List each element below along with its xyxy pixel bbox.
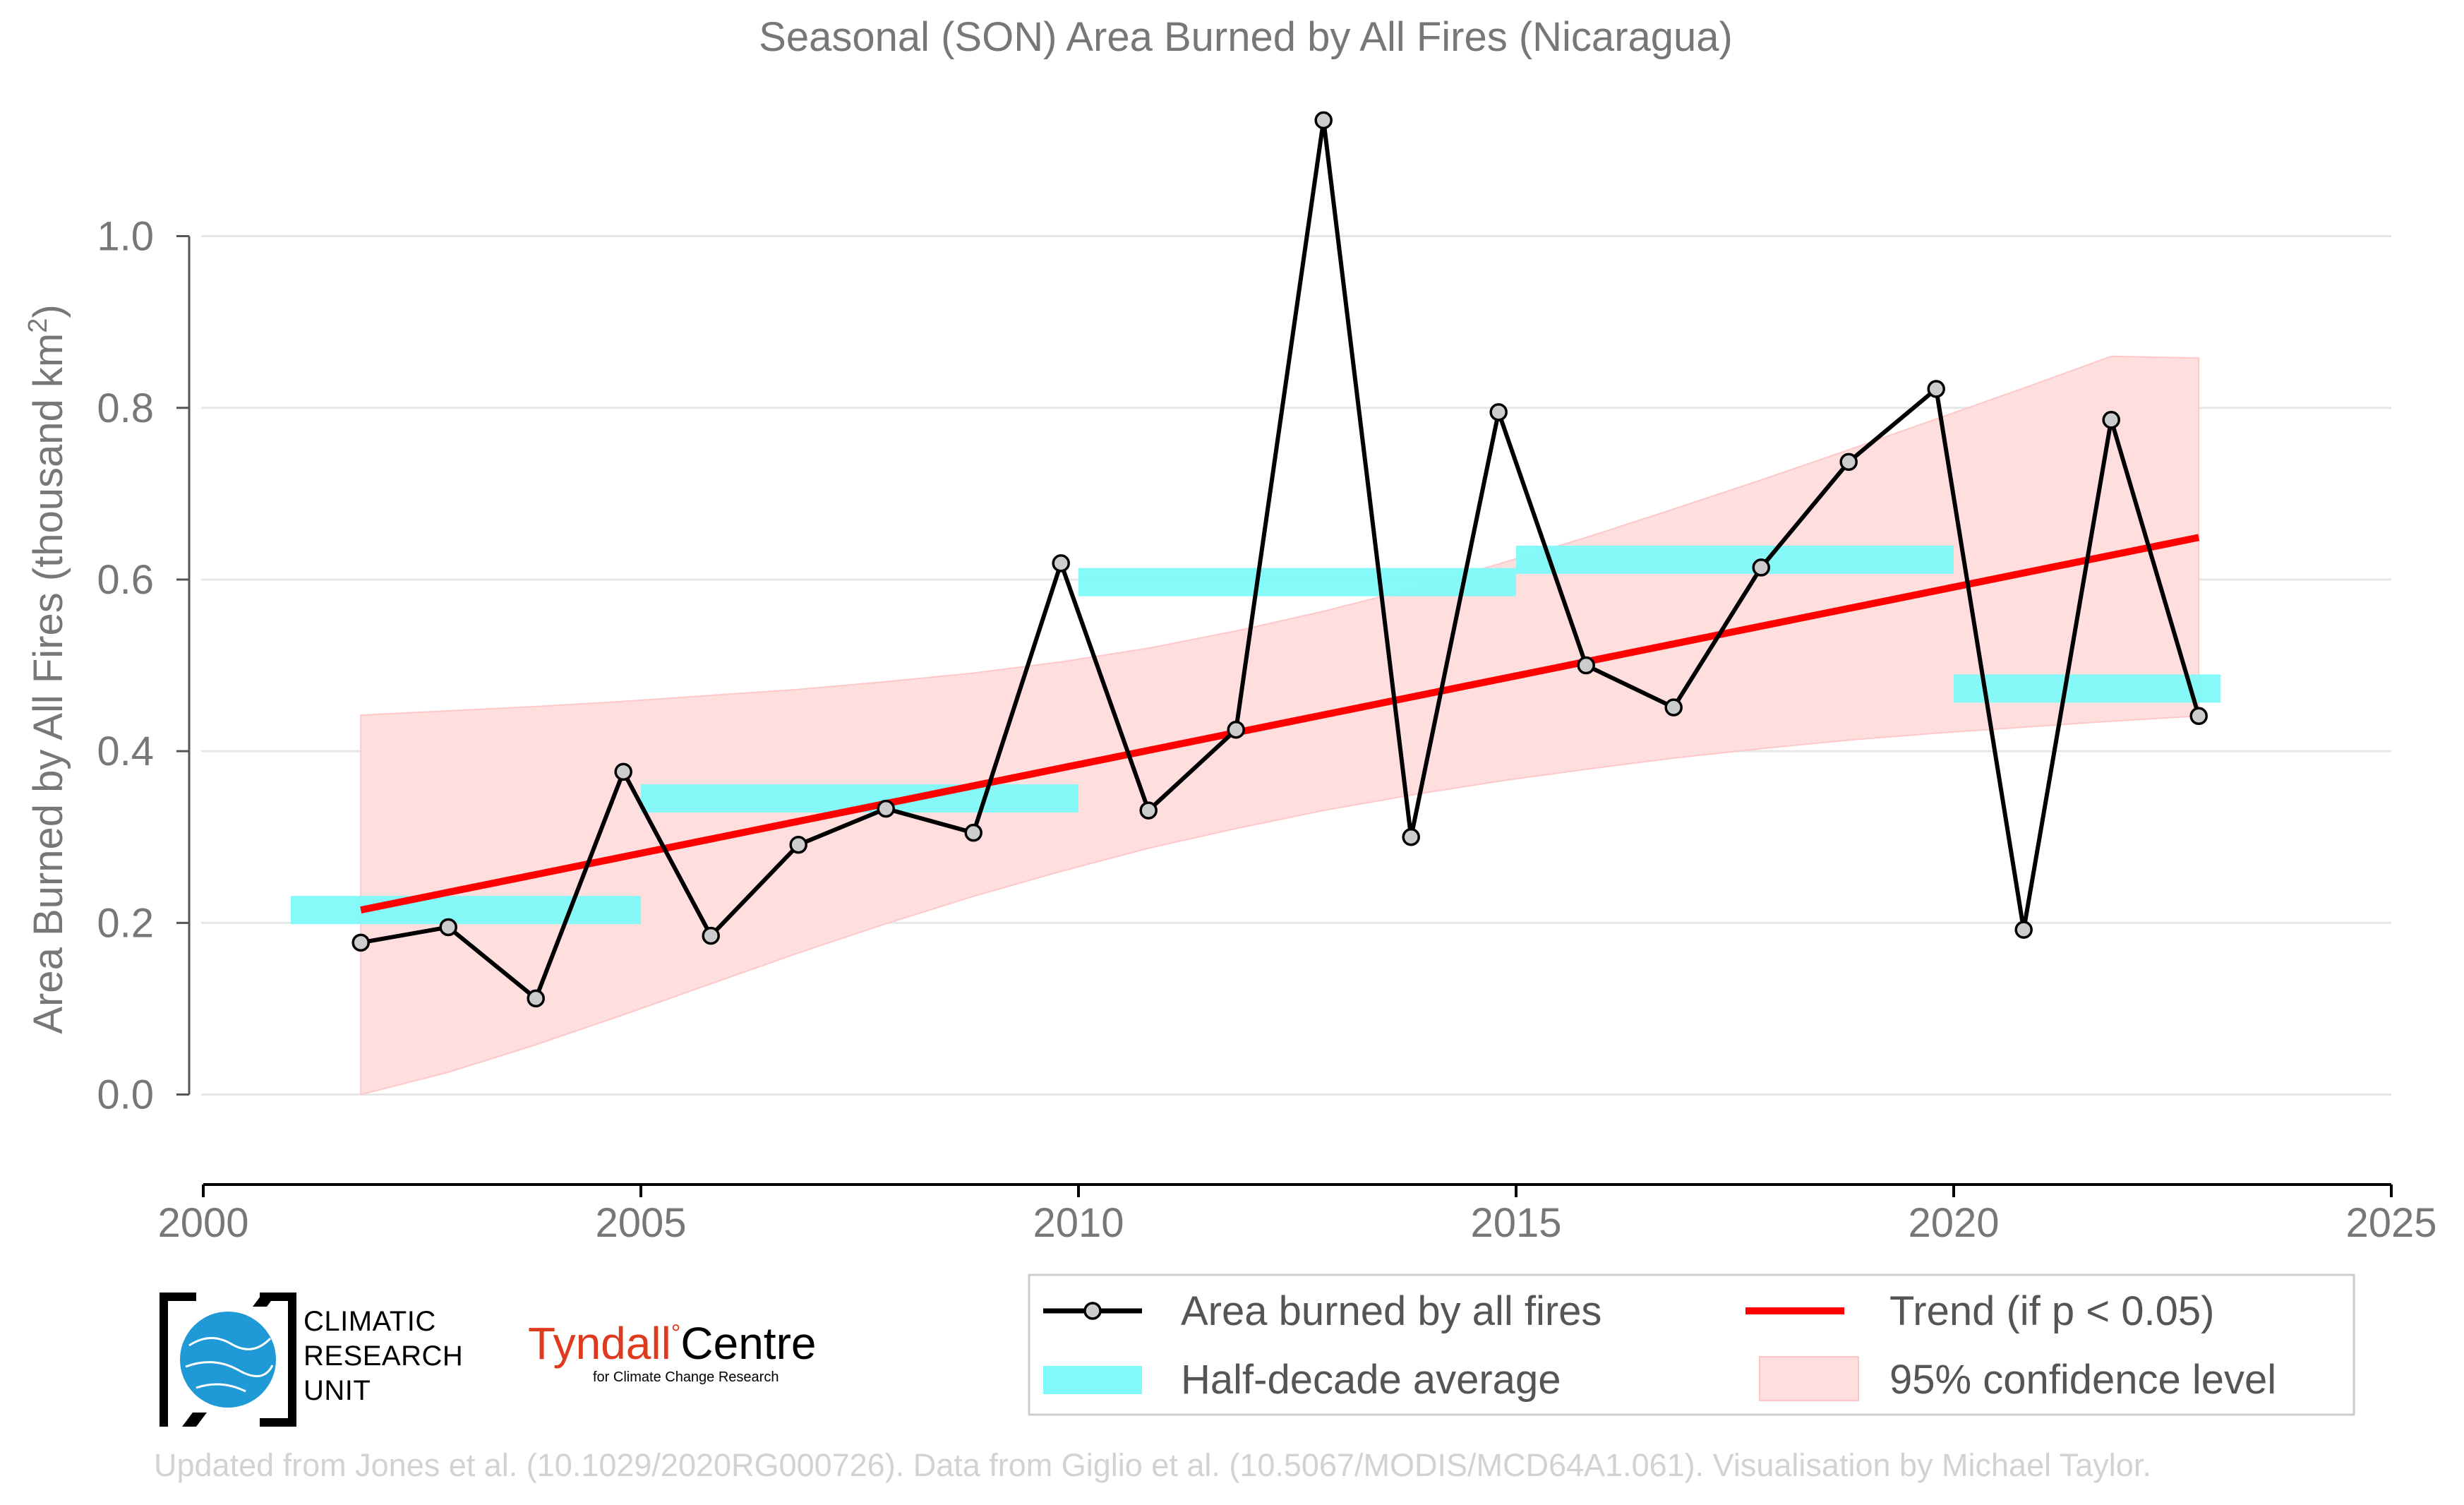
legend-label-half-decade: Half-decade average — [1181, 1357, 1561, 1403]
cru-logo-line-2: RESEARCH — [304, 1341, 464, 1372]
data-point — [527, 989, 545, 1008]
cru-logo: CLIMATIC RESEARCH UNIT — [154, 1289, 493, 1430]
legend-half-decade-swatch — [1043, 1366, 1142, 1394]
y-axis-label-sup: 2 — [23, 318, 53, 333]
legend-frame — [1028, 1273, 2355, 1416]
legend-marker-swatch — [1083, 1302, 1102, 1320]
data-point — [351, 933, 370, 952]
legend-confidence-swatch — [1759, 1356, 1859, 1401]
tyndall-logo: Tyndall°Centre for Climate Change Resear… — [528, 1317, 839, 1402]
half-decade-bar — [291, 896, 641, 925]
trend-line — [360, 534, 2200, 914]
data-point — [964, 823, 982, 842]
x-tick-label: 2025 — [2345, 1200, 2436, 1246]
attribution-footer: Updated from Jones et al. (10.1029/2020R… — [154, 1447, 2151, 1483]
y-tick-label: 1.0 — [97, 214, 154, 260]
series-line — [360, 118, 2201, 1001]
x-tick-label: 2010 — [1033, 1200, 1124, 1246]
chart-title: Seasonal (SON) Area Burned by All Fires … — [759, 14, 1733, 60]
legend-label-trend: Trend (if p < 0.05) — [1889, 1288, 2214, 1334]
data-point — [1052, 554, 1070, 572]
data-point — [1227, 721, 1245, 739]
tyndall-logo-centre: Centre — [680, 1318, 817, 1369]
x-tick-label: 2005 — [595, 1200, 686, 1246]
tyndall-logo-degree: ° — [671, 1320, 681, 1347]
data-point — [1839, 452, 1858, 472]
legend-label-confidence: 95% confidence level — [1889, 1357, 2276, 1403]
y-axis-label-close: ) — [25, 304, 71, 318]
half-decade-bar — [1516, 545, 1954, 574]
tyndall-logo-subtitle: for Climate Change Research — [593, 1369, 779, 1385]
data-point — [1489, 403, 1508, 421]
y-axis-label: Area Burned by All Fires (thousand km2) — [23, 304, 71, 1033]
tyndall-logo-name: Tyndall — [528, 1318, 671, 1369]
legend-label-line: Area burned by all fires — [1181, 1288, 1601, 1334]
data-point — [614, 762, 632, 781]
x-tick-label: 2020 — [1908, 1200, 1999, 1246]
data-point — [702, 926, 720, 945]
data-point — [877, 799, 895, 818]
y-tick-label: 0.6 — [97, 557, 154, 603]
data-point — [789, 835, 807, 854]
axes-layer: 0.0 0.2 0.4 0.6 0.8 1.0 2000 2005 2010 2015 2020 20… — [97, 214, 2436, 1246]
cru-globe-icon — [160, 1293, 296, 1427]
cru-logo-line-1: CLIMATIC — [304, 1306, 436, 1337]
x-tick-label: 2000 — [157, 1200, 248, 1246]
cru-logo-line-3: UNIT — [304, 1375, 371, 1406]
data-point — [1577, 656, 1595, 675]
data-point — [439, 918, 457, 937]
data-point — [1752, 558, 1770, 577]
y-tick-label: 0.2 — [97, 900, 154, 946]
y-tick-label: 0.8 — [97, 385, 154, 431]
series-layer — [351, 111, 2208, 1008]
y-tick-label: 0.4 — [97, 728, 154, 774]
data-point — [1139, 801, 1158, 820]
data-point — [1927, 380, 1945, 398]
y-axis-label-main: Area Burned by All Fires (thousand km — [25, 333, 71, 1034]
half-decade-bar — [1954, 674, 2221, 703]
data-point — [2189, 707, 2208, 726]
half-decade-bar — [1078, 568, 1516, 596]
data-point — [2014, 921, 2033, 939]
data-point — [2102, 411, 2120, 429]
data-point — [1664, 698, 1683, 716]
legend: Area burned by all fires Trend (if p < 0… — [1028, 1273, 2355, 1416]
x-tick-label: 2015 — [1470, 1200, 1561, 1246]
data-point — [1402, 828, 1420, 846]
data-point — [1314, 111, 1333, 130]
trend-layer — [360, 534, 2200, 914]
y-tick-label: 0.0 — [97, 1072, 154, 1118]
